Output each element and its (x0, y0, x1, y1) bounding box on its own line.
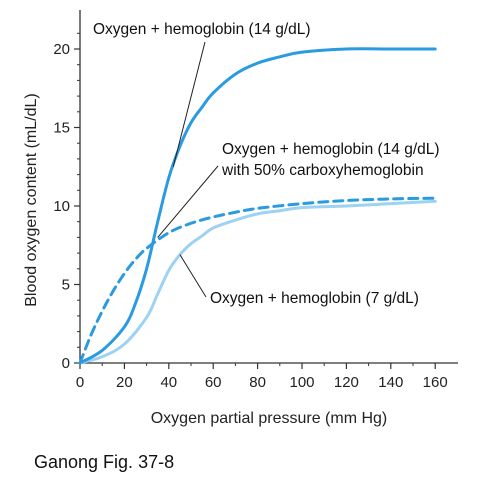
y-tick-label: 15 (53, 120, 70, 137)
y-tick-label: 0 (62, 355, 70, 372)
figure-caption: Ganong Fig. 37-8 (34, 452, 174, 473)
x-tick-label: 40 (160, 374, 177, 391)
x-tick-label: 20 (116, 374, 133, 391)
annotation-leader-a3 (180, 255, 206, 297)
series-line-2 (80, 198, 435, 363)
x-tick-label: 80 (249, 374, 266, 391)
chart-svg: 0 20 40 60 80 100 120 140 160 Oxygen partial pre… (0, 0, 488, 440)
y-axis: 0 5 10 15 20 Blood oxygen content (mL/dL) (23, 10, 80, 372)
series-line-3 (80, 201, 435, 363)
annotation-text-a3: Oxygen + hemoglobin (7 g/dL) (210, 290, 419, 307)
x-tick-label: 0 (76, 374, 84, 391)
x-axis-label: Oxygen partial pressure (mm Hg) (151, 410, 388, 427)
y-tick-label: 20 (53, 41, 70, 58)
x-tick-label: 140 (378, 374, 403, 391)
x-axis: 0 20 40 60 80 100 120 140 160 Oxygen partial pre… (76, 363, 458, 427)
annotation-leader-a1 (173, 42, 205, 167)
x-tick-label: 120 (334, 374, 359, 391)
annotations: Oxygen + hemoglobin (14 g/dL) Oxygen + he… (93, 21, 440, 307)
annotation-text-a2: Oxygen + hemoglobin (14 g/dL) (222, 141, 440, 158)
x-tick-label: 100 (289, 374, 314, 391)
series-line-1 (80, 49, 435, 363)
y-axis-label: Blood oxygen content (mL/dL) (23, 93, 40, 306)
x-tick-label: 160 (423, 374, 448, 391)
series-group (80, 49, 435, 363)
annotation-text-a1: Oxygen + hemoglobin (14 g/dL) (93, 21, 311, 38)
x-ticks: 0 20 40 60 80 100 120 140 160 (76, 363, 448, 391)
annotation-leader-a2 (158, 166, 218, 237)
y-tick-label: 10 (53, 198, 70, 215)
y-ticks: 0 5 10 15 20 (53, 33, 80, 372)
y-tick-label: 5 (62, 277, 70, 294)
annotation-text-a2: with 50% carboxyhemoglobin (221, 162, 424, 179)
x-tick-label: 60 (205, 374, 222, 391)
